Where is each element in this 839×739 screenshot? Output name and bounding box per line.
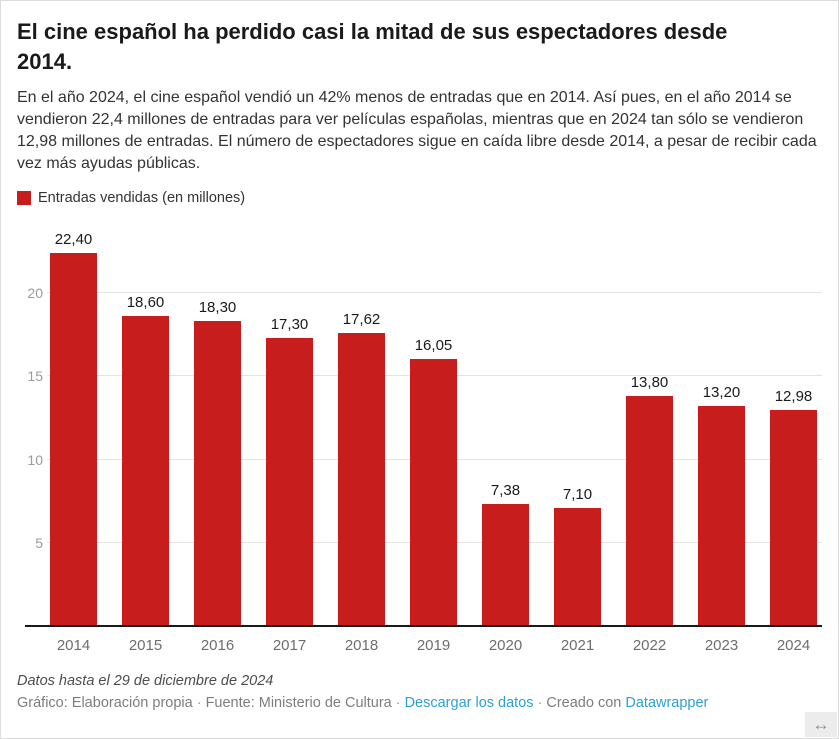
page-title: El cine español ha perdido casi la mitad… — [17, 19, 728, 74]
x-axis-baseline — [25, 625, 822, 627]
chart-legend: Entradas vendidas (en millones) — [17, 189, 822, 207]
value-label-2023: 13,20 — [702, 384, 741, 402]
value-label-2017: 17,30 — [270, 315, 309, 333]
created-with-text: Creado con — [546, 695, 622, 711]
data-note: Datos hasta el 29 de diciembre de 2024 — [17, 673, 274, 689]
bar-2018[interactable] — [338, 332, 385, 625]
bar-2017[interactable] — [266, 337, 313, 625]
source-text: Fuente: Ministerio de Cultura — [205, 695, 392, 711]
bar-2024[interactable] — [770, 410, 817, 625]
bar-2022[interactable] — [626, 396, 673, 625]
bar-2016[interactable] — [194, 321, 241, 625]
value-label-2015: 18,60 — [126, 294, 165, 312]
bar-2019[interactable] — [410, 358, 457, 625]
gridline — [47, 291, 822, 293]
x-axis-label-2016: 2016 — [200, 637, 235, 654]
bar-chart: 5 10 15 20 22,40 18,60 18,30 17,30 17,62 16,05 7,3… — [17, 231, 822, 659]
separator-dot: · — [196, 695, 202, 711]
x-axis-label-2020: 2020 — [488, 637, 523, 654]
value-label-2024: 12,98 — [774, 388, 813, 406]
value-label-2020: 7,38 — [490, 481, 521, 499]
x-axis-label-2015: 2015 — [128, 637, 163, 654]
x-axis-label-2023: 2023 — [704, 637, 739, 654]
value-label-2016: 18,30 — [198, 299, 237, 317]
value-label-2021: 7,10 — [562, 486, 593, 504]
datawrapper-link[interactable]: Datawrapper — [625, 695, 709, 711]
legend-color-swatch — [17, 191, 31, 205]
y-axis-tick-label: 20 — [27, 284, 43, 301]
x-axis-label-2014: 2014 — [56, 637, 91, 654]
y-axis-tick-label: 15 — [27, 368, 43, 385]
separator-dot: · — [395, 695, 401, 711]
bar-2023[interactable] — [698, 406, 745, 625]
x-axis-label-2019: 2019 — [416, 637, 451, 654]
x-axis-label-2017: 2017 — [272, 637, 307, 654]
value-label-2022: 13,80 — [630, 374, 669, 392]
y-axis-tick-label: 5 — [35, 535, 43, 552]
y-axis-tick-label: 10 — [27, 451, 43, 468]
bar-2020[interactable] — [482, 503, 529, 625]
resize-handle[interactable]: ↔ — [805, 712, 837, 737]
value-label-2014: 22,40 — [54, 230, 93, 248]
chart-widget: El cine español ha perdido casi la mitad… — [1, 17, 838, 711]
attribution-line: Gráfico: Elaboración propia · Fuente: Mini… — [17, 695, 822, 711]
x-axis-label-2021: 2021 — [560, 637, 595, 654]
value-label-2018: 17,62 — [342, 310, 381, 328]
horizontal-resize-arrow-icon: ↔ — [812, 714, 830, 734]
x-axis-label-2024: 2024 — [776, 637, 811, 654]
separator-dot: · — [537, 695, 543, 711]
legend-label: Entradas vendidas (en millones) — [38, 190, 246, 206]
byline-text: Gráfico: Elaboración propia — [17, 695, 193, 711]
bar-2015[interactable] — [122, 316, 169, 625]
bar-2021[interactable] — [554, 508, 601, 625]
download-data-link[interactable]: Descargar los datos — [404, 695, 534, 711]
value-label-2019: 16,05 — [414, 336, 453, 354]
plot-area: 5 10 15 20 22,40 18,60 18,30 17,30 17,62 16,05 7,3… — [17, 231, 822, 627]
chart-description: En el año 2024, el cine español vendió u… — [17, 89, 817, 172]
x-axis-label-2018: 2018 — [344, 637, 379, 654]
x-axis-label-2022: 2022 — [632, 637, 667, 654]
bar-2014[interactable] — [50, 252, 97, 625]
